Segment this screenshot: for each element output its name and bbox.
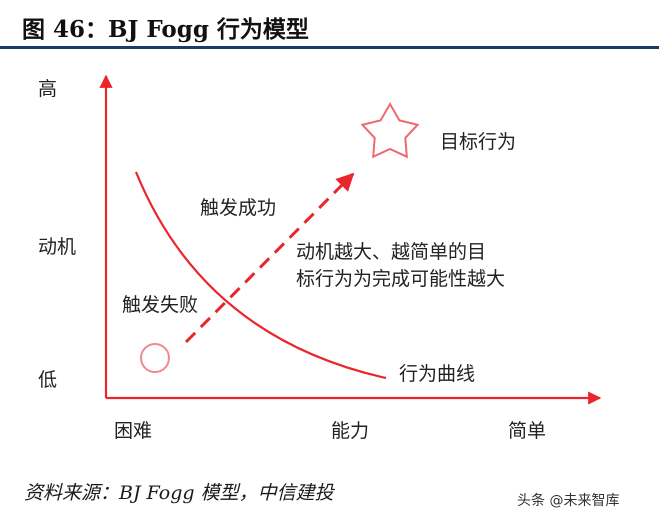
target-behavior-label: 目标行为 [440, 131, 516, 153]
source-note: 资料来源：BJ Fogg 模型，中信建投 [24, 482, 334, 504]
title-divider [0, 46, 659, 49]
trigger-success-label: 触发成功 [200, 197, 276, 219]
y-axis-high-label: 高 [38, 78, 57, 100]
watermark: 头条 @未来智库 [517, 493, 620, 509]
star-outline-icon [360, 101, 420, 159]
note-line-2: 标行为为完成可能性越大 [296, 268, 505, 290]
circle-outline-icon [140, 343, 170, 373]
behavior-curve-label: 行为曲线 [399, 363, 475, 385]
x-axis-right-label: 简单 [508, 420, 546, 442]
behavior-curve [134, 171, 387, 380]
x-axis-title: 能力 [331, 420, 369, 442]
figure-title: 图 46：BJ Fogg 行为模型 [22, 16, 309, 43]
y-axis-low-label: 低 [38, 369, 57, 391]
dashed-trend-arrow [184, 172, 355, 344]
x-axis-left-label: 困难 [114, 420, 152, 442]
note-line-1: 动机越大、越简单的目 [296, 241, 486, 263]
y-axis-title: 动机 [38, 236, 76, 258]
trigger-fail-label: 触发失败 [122, 294, 198, 316]
